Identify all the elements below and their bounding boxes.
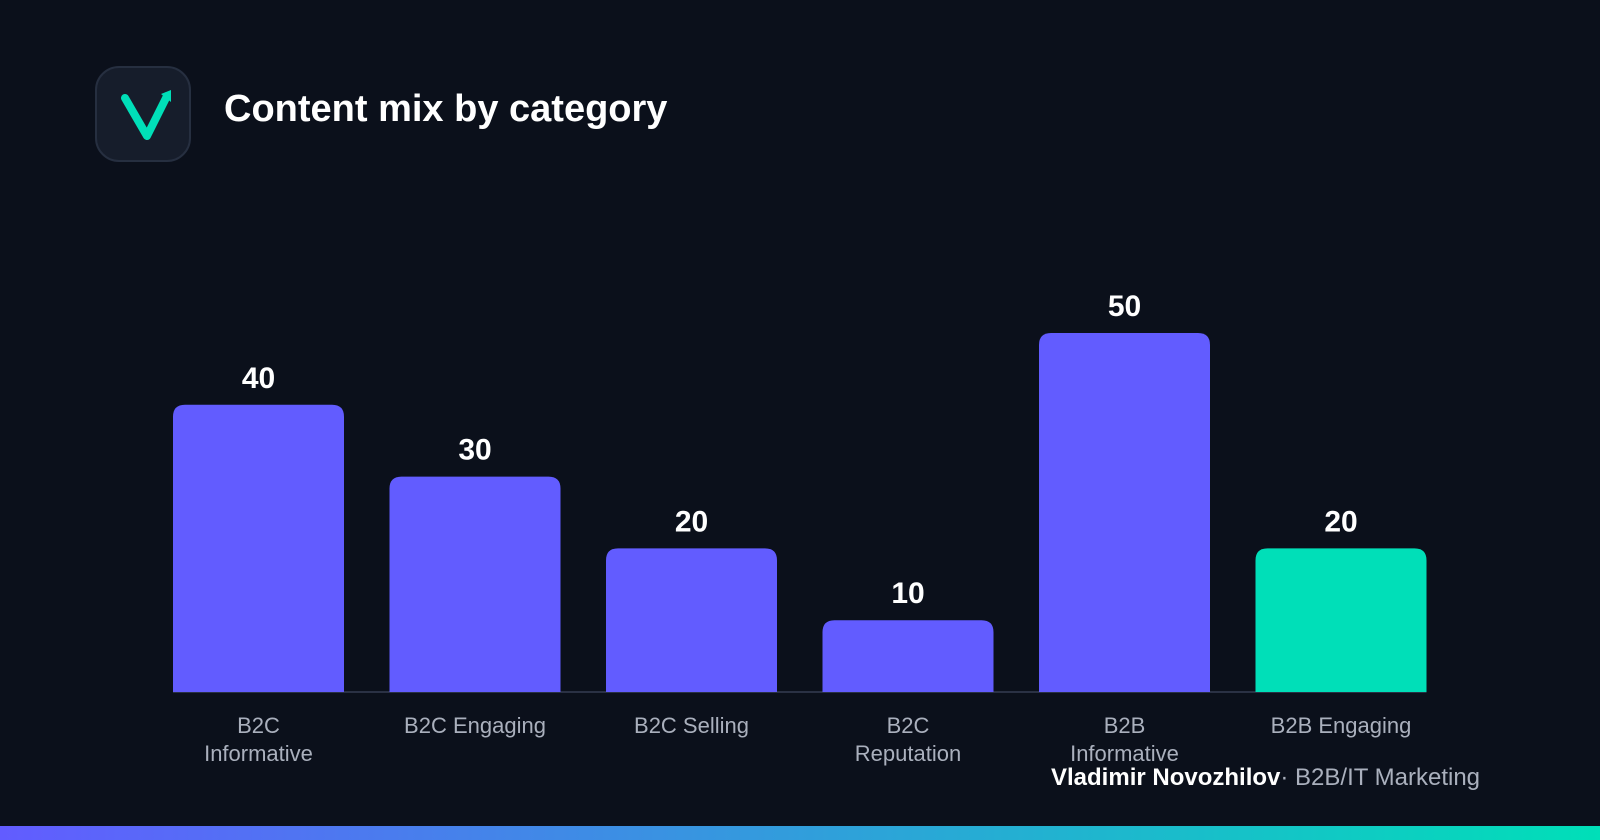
- category-label-1: B2C Engaging: [404, 713, 546, 738]
- page-title: Content mix by category: [224, 88, 668, 130]
- brand-logo: [95, 66, 191, 162]
- bar-4: [1039, 333, 1210, 692]
- category-label-3: B2C Reputation: [855, 713, 961, 766]
- data-label-4: 50: [1108, 290, 1141, 323]
- bar-5: [1255, 548, 1427, 692]
- bar-0: [173, 404, 344, 692]
- footer-signature: Vladimir Novozhilov· B2B/IT Marketing: [1051, 764, 1480, 792]
- footer-separator: ·: [1280, 764, 1289, 791]
- author-tagline: B2B/IT Marketing: [1295, 764, 1481, 791]
- author-name: Vladimir Novozhilov: [1051, 764, 1281, 791]
- data-label-0: 40: [242, 362, 275, 395]
- data-label-2: 20: [675, 505, 708, 538]
- check-arrow-icon: [121, 90, 171, 140]
- data-label-1: 30: [458, 434, 491, 467]
- category-label-5: B2B Engaging: [1271, 713, 1412, 738]
- bar-3: [822, 620, 994, 692]
- accent-gradient-bar: [0, 826, 1600, 840]
- category-label-2: B2C Selling: [634, 713, 749, 738]
- bar-2: [606, 548, 777, 692]
- data-label-3: 10: [891, 577, 924, 610]
- bar-1: [389, 476, 561, 692]
- data-label-5: 20: [1324, 505, 1357, 538]
- category-label-0: B2C Informative: [204, 713, 313, 766]
- category-label-4: B2B Informative: [1070, 713, 1179, 766]
